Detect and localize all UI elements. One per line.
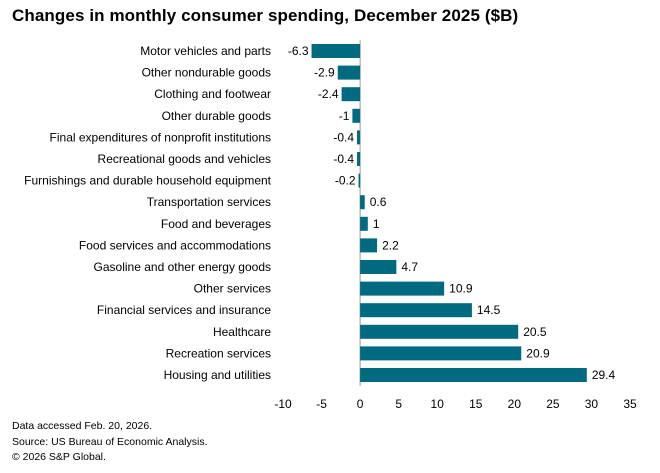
bar — [360, 303, 472, 318]
category-label: Food services and accommodations — [79, 238, 271, 252]
value-label: 20.9 — [526, 346, 550, 360]
x-tick-label: 25 — [546, 397, 560, 411]
value-label: -1 — [339, 109, 350, 123]
category-label: Gasoline and other energy goods — [94, 260, 271, 274]
value-label: 2.2 — [382, 238, 399, 252]
value-label: -2.4 — [318, 87, 339, 101]
value-label: 29.4 — [592, 368, 616, 382]
category-label: Recreational goods and vehicles — [98, 152, 271, 166]
value-label: 10.9 — [449, 282, 473, 296]
category-label: Furnishings and durable household equipm… — [24, 174, 272, 188]
x-tick-label: 5 — [395, 397, 402, 411]
category-label: Clothing and footwear — [154, 87, 271, 101]
category-label: Motor vehicles and parts — [140, 44, 271, 58]
x-tick-label: 20 — [508, 397, 522, 411]
category-label: Transportation services — [147, 195, 271, 209]
bar — [357, 152, 361, 166]
bar — [360, 238, 378, 253]
bar — [360, 216, 368, 231]
x-tick-label: 30 — [585, 397, 599, 411]
bar — [360, 281, 445, 296]
value-label: -0.4 — [333, 152, 354, 166]
bar — [311, 44, 361, 58]
note-data-accessed: Data accessed Feb. 20, 2026. — [12, 420, 153, 432]
value-label: 0.6 — [370, 195, 387, 209]
value-label: -0.4 — [333, 130, 354, 144]
category-label: Food and beverages — [161, 217, 271, 231]
note-copyright: © 2026 S&P Global. — [12, 451, 106, 463]
bar — [352, 108, 361, 123]
value-label: 4.7 — [401, 260, 418, 274]
x-tick-label: 35 — [623, 397, 637, 411]
category-label: Other services — [194, 282, 271, 296]
value-label: -6.3 — [288, 44, 309, 58]
bar — [357, 130, 361, 145]
category-label: Recreation services — [166, 346, 271, 360]
value-label: 14.5 — [477, 303, 501, 317]
value-label: 1 — [373, 217, 380, 231]
x-tick-label: -10 — [274, 397, 292, 411]
note-source: Source: US Bureau of Economic Analysis. — [12, 435, 208, 448]
category-label: Financial services and insurance — [97, 303, 271, 317]
bar — [360, 346, 522, 361]
x-tick-label: 0 — [357, 397, 364, 411]
category-label: Other nondurable goods — [142, 66, 271, 80]
x-tick-label: 10 — [431, 397, 445, 411]
value-label: -2.9 — [314, 66, 335, 80]
bar — [360, 260, 397, 274]
category-label: Healthcare — [213, 325, 271, 339]
x-tick-label: 15 — [469, 397, 483, 411]
bar — [341, 87, 361, 102]
chart-notes: Data accessed Feb. 20, 2026. Source: US … — [12, 419, 208, 466]
value-label: 20.5 — [523, 325, 547, 339]
bar — [360, 324, 519, 339]
category-label: Other durable goods — [162, 109, 271, 123]
chart-title: Changes in monthly consumer spending, De… — [12, 6, 519, 25]
category-label: Final expenditures of nonprofit institut… — [50, 130, 271, 144]
category-label: Housing and utilities — [164, 368, 271, 382]
value-label: -0.2 — [335, 174, 356, 188]
bar — [360, 195, 365, 210]
x-tick-label: -5 — [316, 397, 327, 411]
bar — [337, 65, 361, 80]
bar — [360, 368, 587, 382]
bar — [358, 173, 361, 188]
